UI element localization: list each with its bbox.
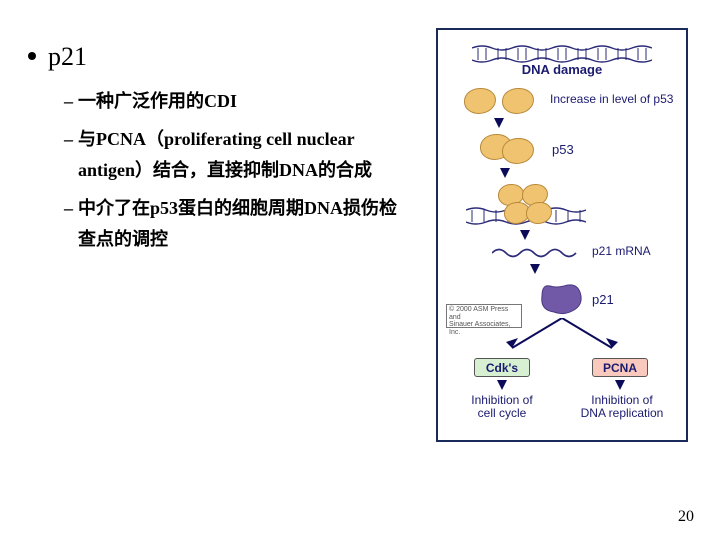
arrow-down-icon — [500, 168, 510, 178]
p21-protein — [540, 282, 584, 316]
bullet-dash: – — [64, 86, 78, 117]
label-p21-protein: p21 — [592, 292, 614, 307]
bullet-text: 与PCNA（proliferating cell nuclear antigen… — [78, 124, 408, 187]
heading-text: p21 — [48, 42, 87, 72]
box-cdk: Cdk's — [474, 358, 530, 377]
bullet-dash: – — [64, 193, 78, 224]
txt: Inhibition of — [591, 393, 652, 407]
arrow-down-icon — [497, 380, 507, 390]
bullet-level2: – 与PCNA（proliferating cell nuclear antig… — [64, 124, 428, 187]
bullet-text: 一种广泛作用的CDI — [78, 86, 237, 118]
bullet-level2: – 中介了在p53蛋白的细胞周期DNA损伤检查点的调控 — [64, 193, 428, 256]
figure-inner: DNA damage Increase in level of p53 p53 — [442, 34, 682, 436]
label-inh-replication: Inhibition of DNA replication — [574, 394, 670, 420]
txt: DNA replication — [581, 406, 664, 420]
bullet-level1: p21 — [28, 42, 428, 72]
box-pcna: PCNA — [592, 358, 648, 377]
bullet-dash: – — [64, 124, 78, 155]
txt: Inhibition of — [471, 393, 532, 407]
text-column: p21 – 一种广泛作用的CDI – 与PCNA（proliferating c… — [28, 42, 428, 262]
p53-blob — [502, 88, 534, 114]
label-p53: p53 — [552, 142, 574, 157]
txt: cell cycle — [478, 406, 527, 420]
p53-blob — [464, 88, 496, 114]
label-increase-p53: Increase in level of p53 — [550, 92, 673, 106]
arrow-down-icon — [520, 230, 530, 240]
label-p21-mrna: p21 mRNA — [592, 244, 651, 258]
bullet-text: 中介了在p53蛋白的细胞周期DNA损伤检查点的调控 — [78, 193, 408, 256]
arrow-down-icon — [530, 264, 540, 274]
page-number: 20 — [678, 508, 694, 526]
label-inh-cellcycle: Inhibition of cell cycle — [462, 394, 542, 420]
label-dna-damage: DNA damage — [442, 62, 682, 77]
arrow-down-icon — [615, 380, 625, 390]
arrow-down-icon — [494, 118, 504, 128]
figure-panel: DNA damage Increase in level of p53 p53 — [436, 28, 688, 442]
p53-blob — [502, 138, 534, 164]
branch-arrows — [482, 318, 642, 358]
p21-mrna — [492, 246, 582, 260]
sub-bullet-list: – 一种广泛作用的CDI – 与PCNA（proliferating cell … — [64, 86, 428, 256]
bullet-level2: – 一种广泛作用的CDI — [64, 86, 428, 118]
bullet-disc — [28, 52, 36, 60]
